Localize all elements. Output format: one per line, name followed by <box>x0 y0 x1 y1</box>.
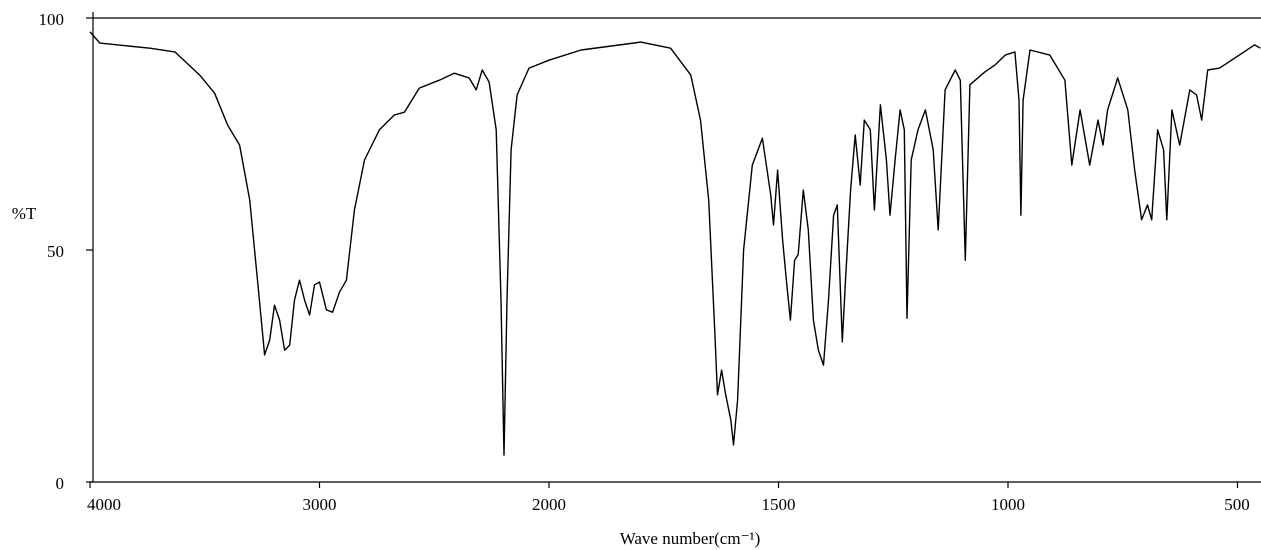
y-axis-label: %T <box>12 204 37 223</box>
x-tick-label: 4000 <box>87 495 121 514</box>
x-tick-label: 500 <box>1224 495 1250 514</box>
x-tick-label: 2000 <box>532 495 566 514</box>
x-tick-label: 1500 <box>762 495 796 514</box>
x-tick-label: 3000 <box>303 495 337 514</box>
y-tick-label: 50 <box>47 242 64 261</box>
spectrum-line <box>89 31 1261 456</box>
x-axis-label: Wave number(cm⁻¹) <box>620 529 761 548</box>
y-tick-label: 0 <box>56 474 65 493</box>
x-tick-label: 1000 <box>991 495 1025 514</box>
y-tick-label: 100 <box>39 10 65 29</box>
